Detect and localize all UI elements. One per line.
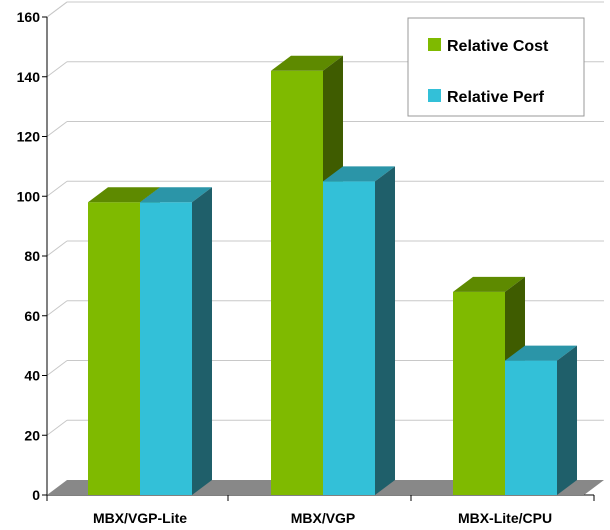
y-tick-label: 20 xyxy=(24,427,40,443)
bar-front xyxy=(140,202,192,495)
gridline-diagonal xyxy=(46,360,68,376)
y-tick-label: 80 xyxy=(24,248,40,264)
wall-edge xyxy=(46,1,68,18)
bar-relative-perf-mbx-lite-cpu xyxy=(505,345,577,495)
y-tick-label: 0 xyxy=(32,487,40,503)
bar-top xyxy=(271,55,343,71)
bar-relative-perf-mbx-vgp xyxy=(323,166,395,495)
y-tick-label: 40 xyxy=(24,368,40,384)
y-tick-label: 160 xyxy=(17,9,41,25)
legend-label-relative-perf: Relative Perf xyxy=(447,89,545,106)
bar-front xyxy=(271,70,323,496)
legend-label-relative-cost: Relative Cost xyxy=(447,38,549,55)
bar-side xyxy=(375,166,395,495)
bar-front xyxy=(453,291,505,495)
y-tick-label: 60 xyxy=(24,308,40,324)
legend-swatch-relative-cost xyxy=(428,38,441,51)
bar-top xyxy=(453,276,525,292)
gridline-diagonal xyxy=(46,180,68,197)
bar-front xyxy=(505,360,557,495)
bar-front xyxy=(323,181,375,495)
y-tick-label: 100 xyxy=(17,188,41,204)
axis-labels: 0 20 40 60 80 100 120 140 160 MBX/VGP-Lite MBX/VGP… xyxy=(17,9,552,526)
x-category-label: MBX/VGP xyxy=(291,510,356,526)
bar-side xyxy=(557,345,577,495)
bar-top xyxy=(88,187,160,203)
x-category-label: MBX/VGP-Lite xyxy=(93,510,187,526)
legend: Relative Cost Relative Perf xyxy=(407,17,585,117)
bar-front xyxy=(88,202,140,495)
x-category-label: MBX-Lite/CPU xyxy=(458,510,552,526)
gridline-diagonal xyxy=(46,419,68,436)
bar-side xyxy=(192,187,212,495)
bar-top xyxy=(323,166,395,182)
gridline-diagonal xyxy=(46,121,68,137)
bar-top xyxy=(505,345,577,361)
bar-top xyxy=(140,187,212,203)
y-tick-label: 120 xyxy=(17,129,41,145)
gridline-diagonal xyxy=(46,300,68,317)
bar-relative-perf-mbx-vgp-lite xyxy=(140,187,212,495)
gridline-diagonal xyxy=(46,240,68,257)
legend-swatch-relative-perf xyxy=(428,89,441,102)
y-tick-label: 140 xyxy=(17,69,41,85)
gridline-diagonal xyxy=(46,61,68,78)
bars xyxy=(88,55,577,496)
